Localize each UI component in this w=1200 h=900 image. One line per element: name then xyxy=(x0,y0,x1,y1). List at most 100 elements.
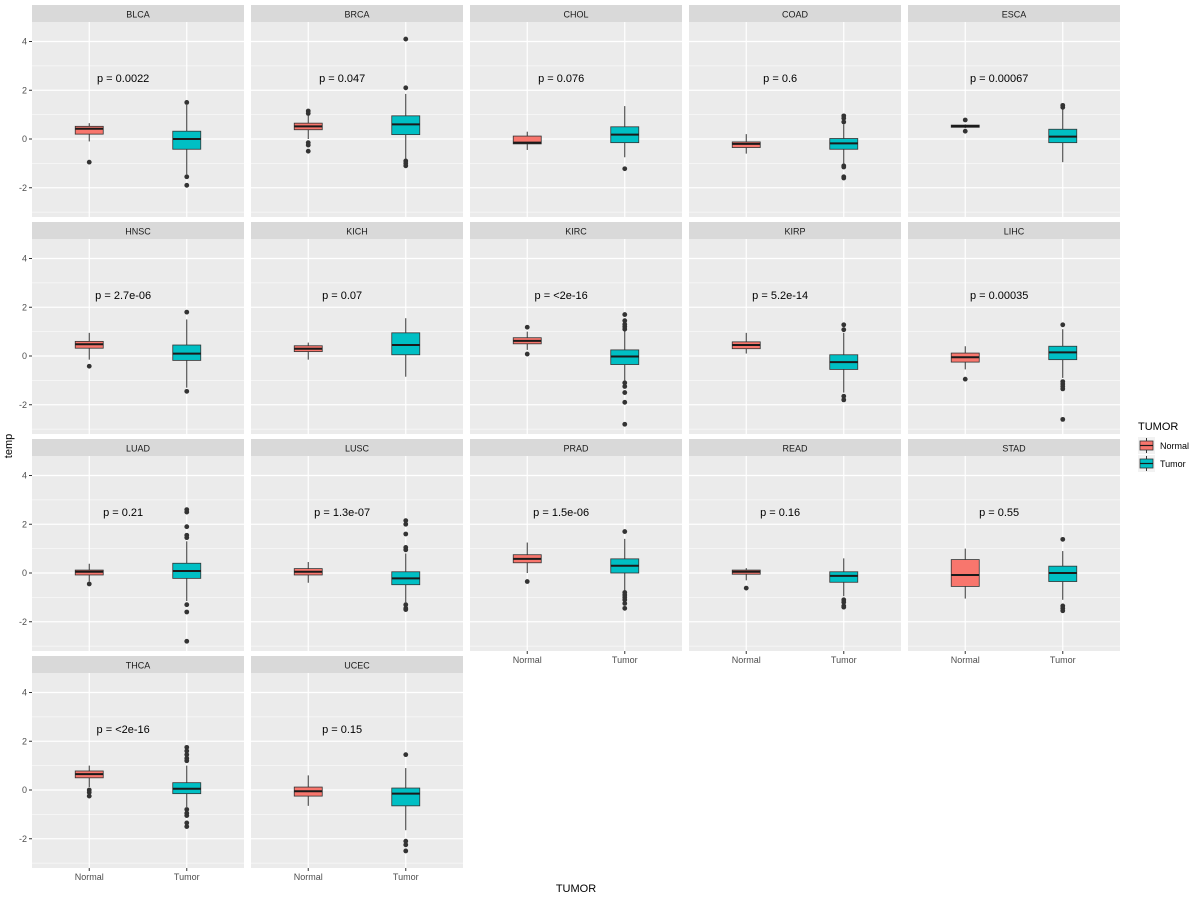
x-tick-label: Tumor xyxy=(831,655,857,665)
y-axis-title: temp xyxy=(3,434,15,458)
y-tick-label: 2 xyxy=(22,736,27,746)
outlier-point xyxy=(403,518,409,523)
outlier-point xyxy=(403,85,409,91)
outlier-point xyxy=(622,166,628,172)
tumor-box xyxy=(610,312,640,427)
p-value-label: p = 0.07 xyxy=(322,290,362,302)
facet-strip-label: KICH xyxy=(346,227,368,237)
outlier-point xyxy=(622,380,628,386)
facet-strip-label: PRAD xyxy=(563,444,589,454)
outlier-point xyxy=(403,36,409,42)
normal-box xyxy=(731,332,761,354)
panel-background xyxy=(470,22,682,217)
y-tick-label: 0 xyxy=(22,785,27,795)
y-tick-label: 0 xyxy=(22,351,27,361)
facet-strip-label: THCA xyxy=(126,661,151,671)
outlier-point xyxy=(622,312,628,317)
outlier-point xyxy=(403,163,409,169)
panel-background xyxy=(32,456,244,651)
panel-background xyxy=(908,456,1120,651)
normal-box xyxy=(731,134,761,154)
facet-strip xyxy=(470,5,682,22)
normal-box xyxy=(950,548,980,599)
tumor-box xyxy=(1048,322,1078,422)
facet-strip-label: HNSC xyxy=(125,227,151,237)
facet-blca: BLCA -2 0 2 4 p = 0.0022 xyxy=(19,5,244,217)
facet-strip xyxy=(251,222,463,239)
outlier-point xyxy=(622,384,628,389)
outlier-point xyxy=(184,309,190,315)
x-axis-title: TUMOR xyxy=(556,883,596,895)
outlier-point xyxy=(841,322,847,328)
outlier-point xyxy=(184,748,190,754)
facet-strip xyxy=(689,5,901,22)
panel-background xyxy=(908,22,1120,217)
iqr-box xyxy=(829,571,859,583)
x-tick-label: Normal xyxy=(951,655,980,665)
facet-strip-label: ESCA xyxy=(1002,10,1027,20)
facet-prad: PRAD Normal Tumor p = 1.5e-06 xyxy=(470,439,682,665)
normal-box xyxy=(74,765,104,799)
p-value-label: p = 2.7e-06 xyxy=(95,290,151,302)
y-tick-label: 4 xyxy=(22,471,27,481)
outlier-point xyxy=(403,848,409,854)
outlier-point xyxy=(403,838,409,844)
tumor-box xyxy=(1048,536,1078,614)
tumor-box xyxy=(172,744,202,829)
outlier-point xyxy=(524,324,530,330)
y-tick-label: 4 xyxy=(22,37,27,47)
x-tick-label: Normal xyxy=(75,872,104,882)
facet-read: READ Normal Tumor p = 0.16 xyxy=(689,439,901,665)
outlier-point xyxy=(86,790,92,795)
outlier-point xyxy=(184,807,190,812)
y-tick-label: 0 xyxy=(22,568,27,578)
outlier-point xyxy=(184,388,190,394)
outlier-point xyxy=(305,142,311,148)
iqr-box xyxy=(512,135,542,145)
outlier-point xyxy=(184,509,190,515)
facet-strip xyxy=(251,5,463,22)
facet-kirc: KIRC p = <2e-16 xyxy=(470,222,682,434)
outlier-point xyxy=(622,421,628,427)
facet-luad: LUAD -2 0 2 4 p = 0.21 xyxy=(19,439,244,651)
panel-background xyxy=(689,239,901,434)
outlier-point xyxy=(86,793,92,799)
x-tick-label: Tumor xyxy=(612,655,638,665)
normal-box xyxy=(74,563,104,587)
legend-item-tumor: Tumor xyxy=(1138,455,1186,472)
facet-strip xyxy=(470,222,682,239)
outlier-point xyxy=(622,601,628,606)
normal-box xyxy=(293,775,323,806)
panel-background xyxy=(251,673,463,868)
outlier-point xyxy=(1060,104,1066,110)
tumor-box xyxy=(829,322,859,403)
outlier-point xyxy=(184,813,190,818)
facet-hnsc: HNSC -2 0 2 4 p = 2.7e-06 xyxy=(19,222,244,434)
p-value-label: p = <2e-16 xyxy=(535,290,588,302)
outlier-point xyxy=(962,117,968,123)
iqr-box xyxy=(391,332,421,356)
facet-strip xyxy=(908,5,1120,22)
tumor-box xyxy=(172,309,202,394)
facet-strip-label: BLCA xyxy=(126,10,150,20)
x-tick-label: Normal xyxy=(732,655,761,665)
outlier-point xyxy=(841,164,847,170)
facet-strip-label: LIHC xyxy=(1004,227,1025,237)
iqr-box xyxy=(950,559,980,587)
tumor-box xyxy=(1048,102,1078,163)
outlier-point xyxy=(403,602,409,608)
outlier-point xyxy=(841,604,847,610)
normal-box xyxy=(293,562,323,583)
facet-thca: THCA -2 0 2 4 Normal Tumor p = <2e-16 xyxy=(19,656,244,882)
p-value-label: p = <2e-16 xyxy=(97,724,150,736)
facet-strip xyxy=(689,222,901,239)
facet-brca: BRCA p = 0.047 xyxy=(251,5,463,217)
p-value-label: p = 0.55 xyxy=(979,507,1019,519)
outlier-point xyxy=(622,529,628,534)
outlier-point xyxy=(305,148,311,154)
normal-box xyxy=(512,542,542,584)
panel-background xyxy=(251,456,463,651)
y-tick-label: 2 xyxy=(22,519,27,529)
outlier-point xyxy=(841,119,847,125)
